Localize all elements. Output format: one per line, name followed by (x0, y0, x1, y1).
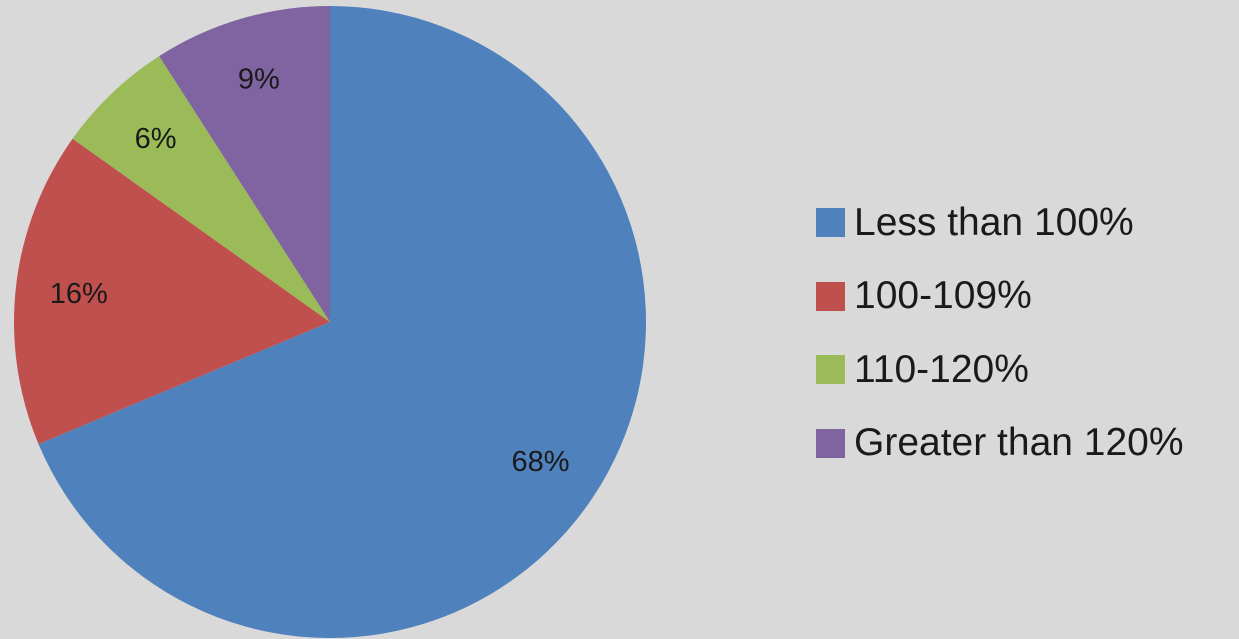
legend-label: 110-120% (854, 347, 1029, 391)
legend-label: 100-109% (854, 274, 1032, 318)
data-label-less-than-100: 68% (511, 446, 569, 478)
pie-slices (14, 6, 647, 638)
pie-slice-100-109[interactable] (14, 138, 331, 445)
legend-label: Greater than 120% (854, 421, 1184, 465)
legend-swatch (816, 208, 845, 238)
legend-item-less-than-100[interactable]: Less than 100% (816, 186, 1184, 260)
data-label-100-109: 16% (50, 278, 108, 310)
legend-swatch (816, 428, 845, 458)
chart-legend: Less than 100% 100-109% 110-120% Greater… (816, 186, 1184, 480)
data-label-110-120: 6% (135, 123, 177, 155)
legend-swatch (816, 355, 845, 385)
pie-slice-less-than-100[interactable] (38, 6, 647, 638)
legend-label: Less than 100% (854, 200, 1134, 244)
pie-slice-greater-than-120[interactable] (159, 6, 330, 322)
data-label-greater-than-120: 9% (238, 63, 280, 95)
legend-item-greater-than-120[interactable]: Greater than 120% (816, 407, 1184, 481)
legend-swatch (816, 281, 845, 311)
legend-item-110-120[interactable]: 110-120% (816, 333, 1184, 407)
pie-data-labels: 68% 16% 6% 9% (50, 63, 570, 478)
pie-slice-110-120[interactable] (72, 56, 331, 323)
legend-item-100-109[interactable]: 100-109% (816, 260, 1184, 334)
